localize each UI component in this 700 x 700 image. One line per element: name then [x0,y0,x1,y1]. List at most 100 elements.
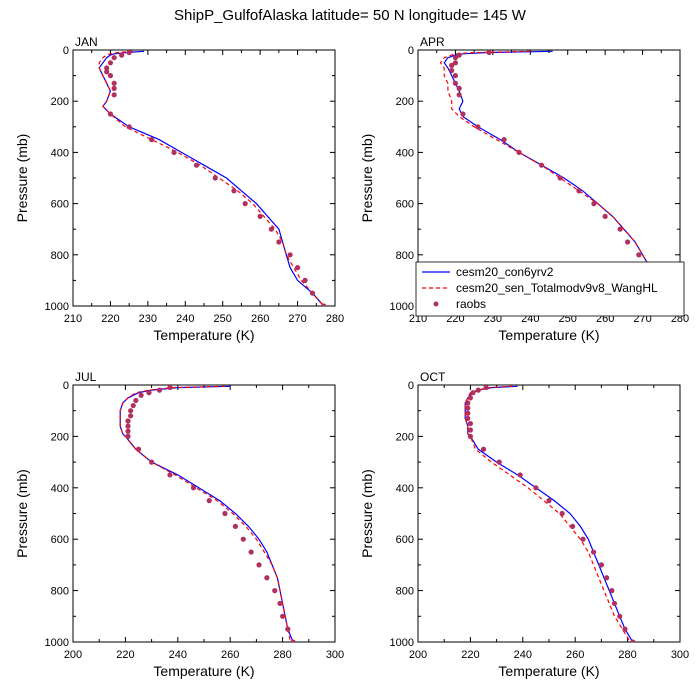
control-line [443,50,674,306]
raobs-point [465,400,471,406]
y-tick-label: 800 [396,586,414,598]
x-tick-label: 280 [326,313,344,325]
legend-box [415,261,685,317]
raobs-point [287,252,293,258]
sensitivity-line [439,50,674,306]
plot-area-oct [464,385,636,642]
x-axis-title: Temperature (K) [153,327,254,343]
raobs-point [533,485,539,491]
y-tick-label: 600 [396,534,414,546]
x-tick-label: 240 [176,313,194,325]
raobs-point [128,408,134,414]
x-tick-label: 280 [273,649,291,661]
x-tick-label: 260 [251,313,269,325]
raobs-point [321,303,327,306]
raobs-point [501,137,507,143]
x-axis-title: Temperature (K) [498,663,599,679]
raobs-point [149,459,155,465]
y-tick-label: 400 [51,483,69,495]
sensitivity-line [464,385,631,642]
legend-marker-raobs [433,301,439,307]
control-line [98,50,325,306]
raobs-point [222,510,228,517]
raobs-point [130,402,136,409]
raobs-point [111,55,117,61]
raobs-point [483,385,489,391]
raobs-point [460,111,466,117]
x-tick-label: 220 [116,649,134,661]
raobs-point [107,111,114,117]
y-tick-label: 1000 [390,301,414,313]
raobs-point [111,85,117,91]
raobs-point [104,69,110,75]
y-axis-title: Pressure (mb) [359,469,375,558]
raobs-point [232,523,239,529]
x-axis-title: Temperature (K) [153,663,254,679]
raobs-point [475,124,481,130]
y-axis-title: Pressure (mb) [14,134,30,223]
raobs-point [290,639,296,642]
x-tick-label: 210 [64,313,82,325]
x-tick-label: 300 [326,649,344,661]
raobs-point [126,50,132,56]
x-axis-title: Temperature (K) [498,327,599,343]
raobs-point [557,175,563,181]
raobs-point [452,55,459,61]
panel-jan: JAN 210 220 230 240 250 260 270 280 0 200 400 600 800… [14,35,344,343]
x-tick-label: 250 [214,313,232,325]
raobs-point [285,626,291,632]
y-tick-label: 1000 [45,301,69,313]
raobs-point [171,149,177,155]
raobs-point [264,575,270,581]
raobs-point [465,415,471,422]
raobs-point [467,433,473,439]
raobs-point [119,52,125,58]
raobs-point [480,446,487,452]
raobs-point [465,410,471,416]
plot-area-jan [98,50,327,306]
raobs-point [138,392,144,398]
raobs-point [156,387,163,393]
raobs-point [212,175,218,181]
y-tick-label: 1000 [390,637,414,649]
raobs-point [135,446,142,452]
raobs-point [467,427,473,433]
raobs-point [125,428,131,434]
raobs-point [609,588,615,594]
legend-label-control: cesm20_con6yrv2 [456,265,554,279]
y-tick-label: 800 [396,250,414,262]
y-tick-label: 800 [51,586,69,598]
y-tick-label: 0 [408,380,414,392]
y-tick-label: 400 [51,147,69,159]
raobs-point [242,201,248,207]
raobs-point [167,385,173,391]
y-tick-label: 200 [51,96,69,108]
raobs-point [302,277,308,283]
y-tick-label: 0 [408,45,414,57]
x-tick-label: 280 [618,649,636,661]
raobs-point [452,80,459,86]
y-tick-label: 400 [396,147,414,159]
raobs-point [190,485,197,491]
y-tick-label: 1000 [45,637,69,649]
x-tick-label: 220 [461,649,479,661]
raobs-point [125,423,131,429]
raobs-point [559,510,565,517]
raobs-point [456,52,462,58]
raobs-point [149,137,155,143]
raobs-point [452,60,459,66]
raobs-point [456,85,462,91]
y-tick-label: 200 [396,96,414,108]
x-tick-label: 200 [409,649,427,661]
raobs-point [576,188,582,194]
x-tick-label: 260 [566,649,584,661]
raobs-point [256,562,262,568]
panel-label-jul: JUL [75,370,97,384]
raobs-point [598,562,605,568]
raobs-point [128,413,134,419]
y-tick-label: 200 [51,431,69,443]
x-tick-label: 270 [288,313,306,325]
raobs-point [231,188,237,194]
x-tick-label: 300 [671,649,689,661]
raobs-point [193,162,200,168]
